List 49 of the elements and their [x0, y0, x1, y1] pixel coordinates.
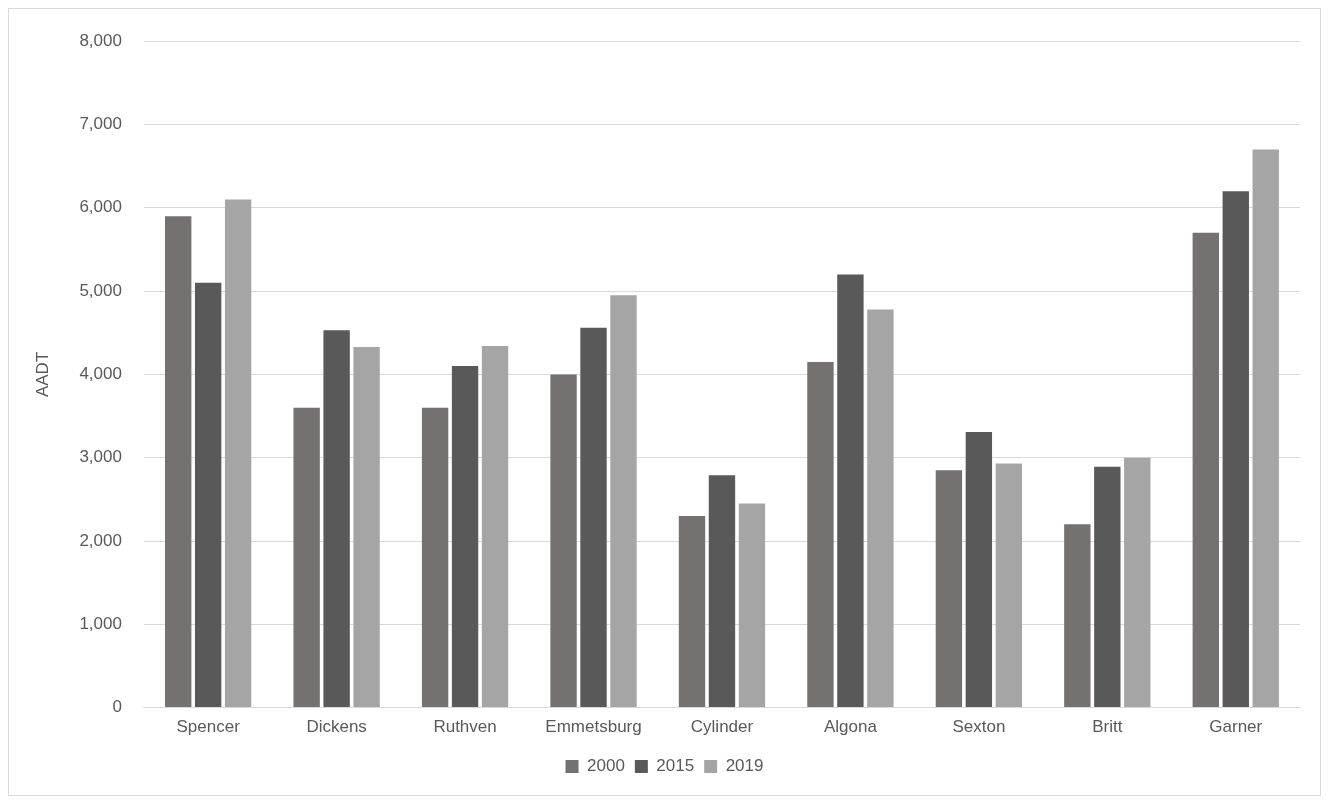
x-tick-label: Ruthven — [433, 717, 497, 737]
x-tick-label: Cylinder — [690, 717, 754, 737]
legend-label: 2015 — [656, 756, 695, 776]
x-tick-label: Garner — [1209, 717, 1263, 737]
y-tick-label: 0 — [112, 697, 122, 717]
bar — [678, 516, 706, 708]
bar — [451, 366, 479, 708]
legend-label: 2000 — [587, 756, 625, 776]
bar — [421, 407, 449, 708]
bar — [580, 327, 607, 708]
bar — [323, 330, 350, 708]
bar — [995, 463, 1023, 708]
bar — [550, 374, 577, 708]
y-tick-label: 7,000 — [79, 114, 122, 134]
y-axis-title: AADT — [32, 351, 52, 398]
bar — [867, 309, 894, 708]
x-tick-label: Sexton — [952, 717, 1006, 737]
y-tick-label: 3,000 — [79, 447, 122, 467]
bar — [1192, 232, 1219, 708]
bar — [708, 475, 736, 708]
bar — [935, 470, 963, 708]
bar — [1064, 524, 1091, 708]
y-tick-label: 5,000 — [79, 280, 122, 300]
bar — [1094, 466, 1121, 708]
bar — [1222, 191, 1249, 708]
x-tick-label: Dickens — [306, 717, 367, 737]
bar — [165, 216, 192, 708]
y-tick-label: 1,000 — [79, 613, 122, 633]
x-tick-label: Britt — [1092, 717, 1123, 737]
bar — [293, 407, 320, 708]
y-tick-label: 6,000 — [79, 197, 122, 217]
y-tick-label: 8,000 — [79, 30, 122, 50]
y-tick-label: 2,000 — [79, 530, 122, 550]
x-tick-label: Emmetsburg — [545, 717, 642, 737]
x-tick-label: Spencer — [176, 717, 241, 737]
x-tick-label: Algona — [823, 717, 878, 737]
bar — [807, 361, 834, 708]
bar — [738, 503, 766, 708]
bar — [965, 431, 993, 708]
y-tick-label: 4,000 — [79, 364, 122, 384]
bar — [837, 274, 864, 708]
bar — [481, 346, 509, 708]
bar — [610, 295, 637, 708]
bar — [1124, 457, 1151, 708]
bar — [353, 346, 380, 708]
bar — [194, 282, 222, 708]
bar — [224, 199, 252, 708]
bar — [1252, 149, 1279, 708]
legend-label: 2019 — [725, 756, 764, 776]
